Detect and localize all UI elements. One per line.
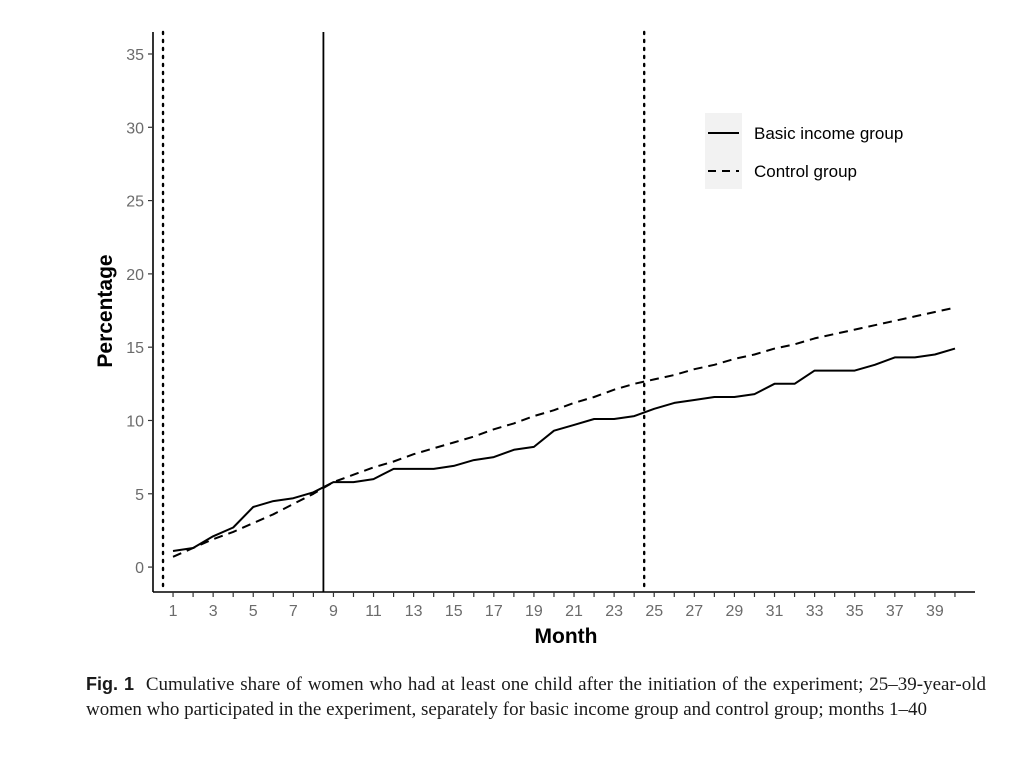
x-tick-label: 13 bbox=[405, 603, 423, 620]
figure-caption: Fig. 1 Cumulative share of women who had… bbox=[86, 672, 986, 722]
x-tick-label: 5 bbox=[249, 603, 258, 620]
y-tick-label: 10 bbox=[126, 413, 144, 430]
reference-lines bbox=[161, 30, 646, 594]
x-tick-label: 11 bbox=[365, 603, 382, 620]
series-line-control-group bbox=[172, 306, 956, 558]
x-axis-title: Month bbox=[535, 625, 598, 648]
series-line-basic-income-group bbox=[172, 347, 956, 552]
series-layer bbox=[172, 306, 956, 558]
y-tick-label: 30 bbox=[126, 120, 144, 137]
legend-key-background bbox=[705, 113, 742, 189]
x-tick-label: 1 bbox=[169, 603, 178, 620]
x-tick-label: 21 bbox=[565, 603, 583, 620]
y-axis-title: Percentage bbox=[94, 254, 117, 367]
legend: Basic income group Control group bbox=[705, 113, 903, 189]
y-tick-label: 20 bbox=[126, 267, 144, 284]
y-tick-label: 0 bbox=[135, 560, 144, 577]
y-tick-label: 25 bbox=[126, 194, 144, 211]
x-tick-label: 3 bbox=[209, 603, 218, 620]
figure-caption-text: Cumulative share of women who had at lea… bbox=[86, 674, 986, 720]
legend-label-control-group: Control group bbox=[754, 162, 857, 181]
legend-label-basic-income-group: Basic income group bbox=[754, 124, 903, 143]
x-tick-label: 25 bbox=[645, 603, 663, 620]
x-tick-label: 7 bbox=[289, 603, 298, 620]
x-tick-label: 31 bbox=[766, 603, 784, 620]
x-tick-label: 9 bbox=[329, 603, 338, 620]
x-tick-label: 19 bbox=[525, 603, 543, 620]
x-tick-label: 39 bbox=[926, 603, 944, 620]
y-tick-label: 5 bbox=[135, 487, 144, 504]
x-tick-label: 29 bbox=[726, 603, 744, 620]
x-tick-label: 23 bbox=[605, 603, 623, 620]
y-tick-label: 35 bbox=[126, 47, 144, 64]
x-tick-label: 27 bbox=[685, 603, 703, 620]
x-tick-label: 15 bbox=[445, 603, 463, 620]
x-tick-label: 35 bbox=[846, 603, 864, 620]
y-tick-label: 15 bbox=[126, 340, 144, 357]
x-tick-label: 33 bbox=[806, 603, 824, 620]
figure-caption-label: Fig. 1 bbox=[86, 674, 135, 694]
x-tick-label: 37 bbox=[886, 603, 904, 620]
x-tick-label: 17 bbox=[485, 603, 503, 620]
